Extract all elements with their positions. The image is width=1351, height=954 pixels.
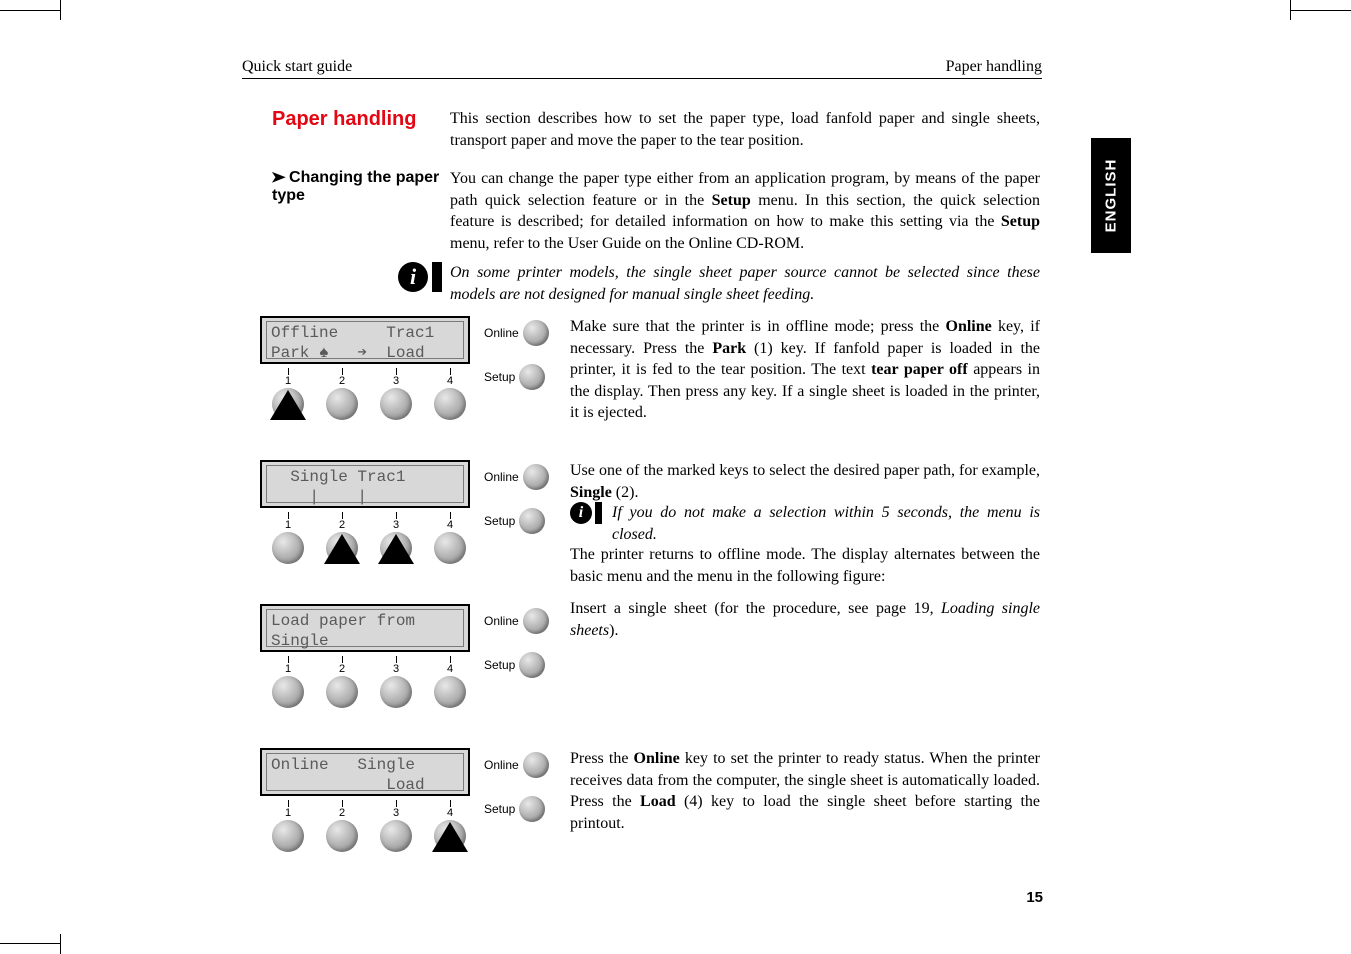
- header-left: Quick start guide: [242, 58, 352, 76]
- setup-button[interactable]: [519, 364, 545, 390]
- online-label: Online: [484, 758, 519, 772]
- panel-ruler: 1 2 3 4: [260, 368, 470, 386]
- panel3-text: Insert a single sheet (for the procedure…: [570, 598, 1040, 641]
- subsection-title-text: Changing the paper type: [272, 169, 439, 204]
- panel-button-1[interactable]: [272, 820, 304, 852]
- lcd-display: Offline Trac1 Park ♠ ➔ Load: [260, 316, 470, 364]
- lcd-display: Single Trac1 | |: [260, 460, 470, 508]
- setup-label: Setup: [484, 370, 515, 384]
- subsection-title: ➤ Changing the paper type: [272, 168, 452, 205]
- printer-panel-4: Online Single Load 1 2 3 4 Online Setup: [260, 748, 550, 853]
- crop-mark: [1290, 0, 1291, 20]
- crop-mark: [0, 943, 60, 944]
- panel1-text: Make sure that the printer is in offline…: [570, 316, 1040, 424]
- online-label: Online: [484, 326, 519, 340]
- online-button[interactable]: [523, 320, 549, 346]
- note-text: On some printer models, the single sheet…: [450, 262, 1040, 305]
- printer-panel-1: Offline Trac1 Park ♠ ➔ Load 1 2 3 4 Onli…: [260, 316, 550, 421]
- online-button[interactable]: [523, 752, 549, 778]
- language-tab: ENGLISH: [1091, 138, 1131, 253]
- chevron-icon: ➤: [271, 168, 286, 186]
- panel-button-1[interactable]: [272, 388, 304, 420]
- panel4-text: Press the Online key to set the printer …: [570, 748, 1040, 834]
- crop-mark: [60, 934, 61, 954]
- printer-panel-2: Single Trac1 | | 1 2 3 4 Online Setup: [260, 460, 550, 565]
- header-rule: [242, 78, 1042, 79]
- setup-button[interactable]: [519, 796, 545, 822]
- triangle-up-icon: [324, 534, 360, 564]
- panel-button-1[interactable]: [272, 676, 304, 708]
- crop-mark: [60, 0, 61, 20]
- panel-ruler: 1 2 3 4: [260, 800, 470, 818]
- crop-mark: [1291, 10, 1351, 11]
- panel-buttons: [260, 676, 466, 708]
- panel-button-4[interactable]: [434, 676, 466, 708]
- online-button[interactable]: [523, 464, 549, 490]
- printer-panel-3: Load paper from Single 1 2 3 4 Online Se…: [260, 604, 550, 709]
- panel-button-2[interactable]: [326, 820, 358, 852]
- panel-buttons: [260, 820, 466, 852]
- lcd-display: Load paper from Single: [260, 604, 470, 652]
- language-tab-label: ENGLISH: [1103, 159, 1120, 233]
- online-button[interactable]: [523, 608, 549, 634]
- info-icon: i: [570, 502, 602, 524]
- page-number: 15: [1026, 889, 1043, 906]
- setup-button[interactable]: [519, 652, 545, 678]
- section-intro: This section describes how to set the pa…: [450, 108, 1040, 151]
- panel-button-4[interactable]: [434, 820, 466, 852]
- setup-label: Setup: [484, 658, 515, 672]
- panel-button-3[interactable]: [380, 676, 412, 708]
- setup-label: Setup: [484, 514, 515, 528]
- panel-buttons: [260, 532, 466, 564]
- panel-button-3[interactable]: [380, 388, 412, 420]
- info-icon: i: [398, 262, 442, 292]
- crop-mark: [0, 10, 60, 11]
- setup-label: Setup: [484, 802, 515, 816]
- panel-buttons: [260, 388, 466, 420]
- panel-ruler: 1 2 3 4: [260, 656, 470, 674]
- setup-button[interactable]: [519, 508, 545, 534]
- panel-button-4[interactable]: [434, 388, 466, 420]
- panel-button-1[interactable]: [272, 532, 304, 564]
- header-right: Paper handling: [946, 58, 1042, 76]
- panel2-text: Use one of the marked keys to select the…: [570, 460, 1040, 503]
- panel-button-2[interactable]: [326, 388, 358, 420]
- panel-button-3[interactable]: [380, 532, 412, 564]
- panel2-text-2: The printer returns to offline mode. The…: [570, 544, 1040, 587]
- online-label: Online: [484, 470, 519, 484]
- panel-button-2[interactable]: [326, 676, 358, 708]
- lcd-display: Online Single Load: [260, 748, 470, 796]
- triangle-up-icon: [270, 390, 306, 420]
- triangle-up-icon: [378, 534, 414, 564]
- triangle-up-icon: [432, 822, 468, 852]
- panel-ruler: 1 2 3 4: [260, 512, 470, 530]
- panel-button-3[interactable]: [380, 820, 412, 852]
- section-title: Paper handling: [272, 108, 452, 131]
- panel-button-2[interactable]: [326, 532, 358, 564]
- panel-button-4[interactable]: [434, 532, 466, 564]
- online-label: Online: [484, 614, 519, 628]
- panel2-note: If you do not make a selection within 5 …: [612, 502, 1040, 545]
- subsection-body: You can change the paper type either fro…: [450, 168, 1040, 254]
